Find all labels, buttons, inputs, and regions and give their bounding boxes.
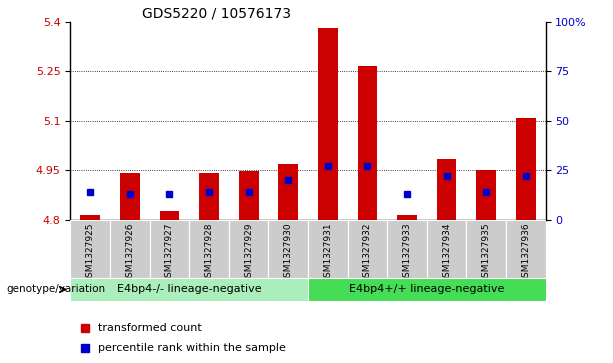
Text: GSM1327925: GSM1327925 [86,223,95,283]
Text: GSM1327932: GSM1327932 [363,223,372,283]
Text: GSM1327928: GSM1327928 [205,223,213,283]
Bar [397,215,417,220]
Bar [506,220,546,278]
Text: transformed count: transformed count [98,323,202,333]
Text: genotype/variation: genotype/variation [6,285,105,294]
Bar [70,220,110,278]
Text: GSM1327934: GSM1327934 [442,223,451,283]
Bar [189,220,229,278]
Bar [238,171,259,220]
Bar [150,220,189,278]
Bar [476,170,496,220]
Bar [318,28,338,220]
Bar [436,159,457,220]
Bar [199,174,219,220]
Bar [348,220,387,278]
Text: GSM1327926: GSM1327926 [126,223,134,283]
Text: percentile rank within the sample: percentile rank within the sample [98,343,286,354]
Text: GSM1327930: GSM1327930 [284,223,293,283]
Bar [120,174,140,220]
Bar [466,220,506,278]
Text: GSM1327927: GSM1327927 [165,223,174,283]
Text: GDS5220 / 10576173: GDS5220 / 10576173 [142,7,291,21]
Text: GSM1327935: GSM1327935 [482,223,490,283]
Text: E4bp4-/- lineage-negative: E4bp4-/- lineage-negative [117,285,262,294]
Bar [80,215,100,220]
Bar [387,220,427,278]
Bar [308,220,348,278]
Bar [278,164,298,220]
Bar [427,220,466,278]
Text: E4bp4+/+ lineage-negative: E4bp4+/+ lineage-negative [349,285,504,294]
Bar [70,278,308,301]
Text: GSM1327929: GSM1327929 [244,223,253,283]
Bar [516,118,536,220]
Bar [308,278,546,301]
Bar [229,220,268,278]
Bar [268,220,308,278]
Bar [110,220,150,278]
Text: GSM1327933: GSM1327933 [403,223,411,283]
Text: GSM1327936: GSM1327936 [521,223,530,283]
Text: GSM1327931: GSM1327931 [323,223,332,283]
Bar [159,211,180,220]
Bar [357,66,378,220]
